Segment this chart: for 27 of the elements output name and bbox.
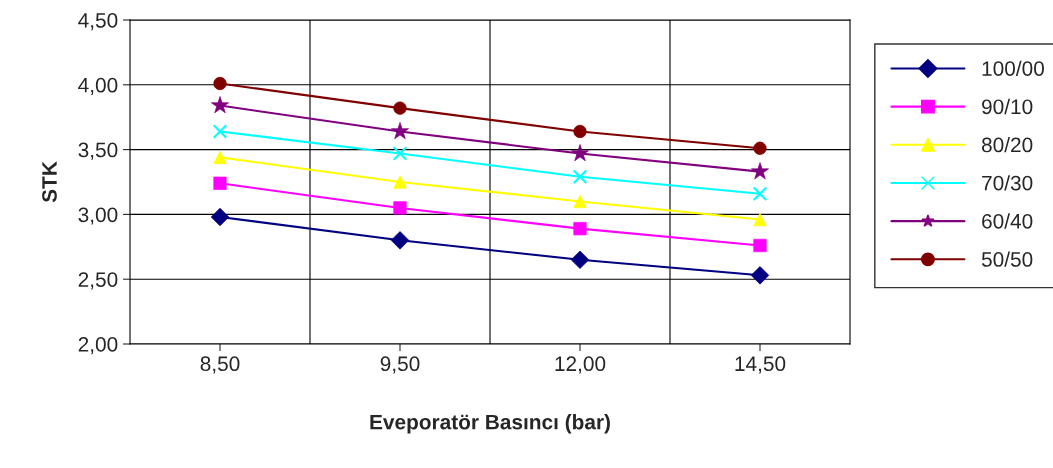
point	[212, 124, 228, 139]
point	[752, 186, 768, 201]
point	[753, 238, 767, 253]
y-tick-label: 4,50	[78, 13, 118, 31]
point	[392, 146, 408, 161]
legend-label: 90/10	[982, 98, 1033, 115]
legend-label: 50/50	[981, 251, 1033, 267]
y-tick-label: 4,00	[78, 77, 118, 96]
point	[573, 222, 587, 236]
x-tick-label: 8,50	[200, 356, 240, 374]
y-tick-label: 3,00	[78, 207, 118, 225]
legend-label: 100/00	[982, 60, 1044, 76]
legend-label: 70/30	[982, 175, 1033, 191]
x-tick-label: 9,50	[380, 356, 420, 374]
legend-label: 60/40	[982, 213, 1033, 229]
point	[213, 176, 227, 190]
point	[570, 250, 590, 269]
legend-label: 80/20	[981, 137, 1033, 153]
point	[572, 169, 588, 185]
y-axis-title: STK	[42, 161, 57, 203]
x-tick-label: 12,00	[555, 356, 606, 374]
y-tick-label: 2,00	[78, 337, 118, 355]
y-tick-label: 2,50	[78, 272, 118, 290]
x-tick-label: 14,50	[735, 356, 786, 374]
y-tick-label: 3,50	[78, 142, 118, 160]
x-axis-title: Eveporatör Basıncı (bar)	[370, 414, 610, 434]
point	[753, 212, 767, 227]
